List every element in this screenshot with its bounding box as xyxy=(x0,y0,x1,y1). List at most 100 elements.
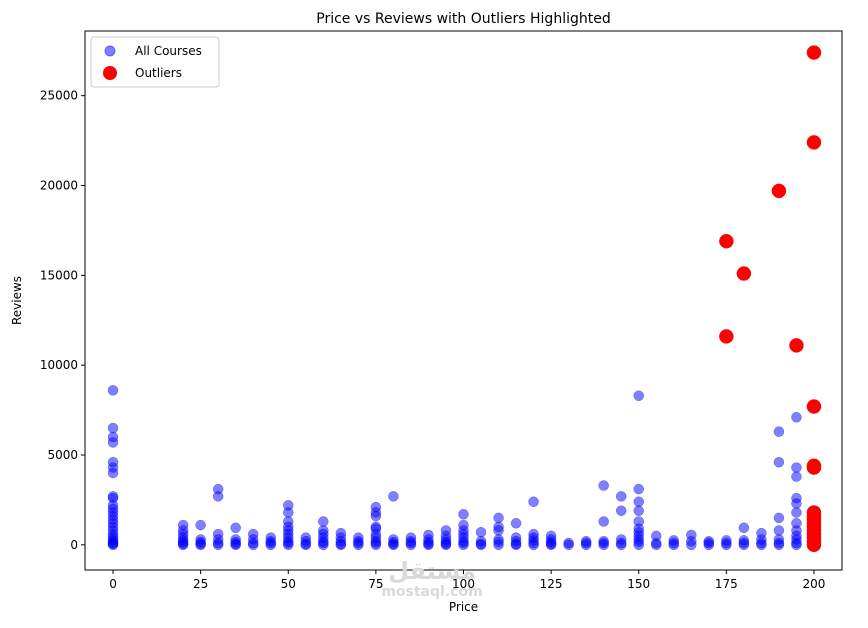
point-all-courses xyxy=(230,522,241,534)
point-all-courses xyxy=(212,539,224,551)
point-all-courses xyxy=(598,480,609,491)
point-all-courses xyxy=(791,507,802,518)
x-tick-label: 125 xyxy=(540,577,563,591)
point-all-courses xyxy=(195,519,206,531)
point-all-courses xyxy=(615,491,627,502)
point-all-courses xyxy=(107,422,119,434)
legend-marker-all-courses xyxy=(104,45,116,57)
x-tick-label: 25 xyxy=(193,577,208,591)
point-all-courses xyxy=(598,539,609,551)
legend-label-outliers: Outliers xyxy=(135,66,182,80)
point-all-courses xyxy=(195,539,206,551)
point-all-courses xyxy=(212,491,224,502)
point-outliers xyxy=(806,460,822,475)
point-all-courses xyxy=(265,539,276,551)
x-tick-label: 50 xyxy=(281,577,296,591)
point-all-courses xyxy=(423,539,434,551)
legend-marker-outliers xyxy=(103,66,117,80)
point-outliers xyxy=(806,135,822,150)
point-all-courses xyxy=(283,507,294,518)
point-all-courses xyxy=(107,385,119,396)
point-all-courses xyxy=(773,525,785,536)
point-outliers xyxy=(806,399,822,414)
point-all-courses xyxy=(545,539,557,551)
point-all-courses xyxy=(318,539,329,551)
y-axis-label: Reviews xyxy=(10,276,24,325)
point-all-courses xyxy=(791,471,802,482)
point-all-courses xyxy=(773,539,785,551)
point-all-courses xyxy=(773,512,785,524)
point-all-courses xyxy=(651,539,662,551)
point-all-courses xyxy=(493,512,504,524)
point-all-courses xyxy=(177,539,189,551)
point-all-courses xyxy=(335,539,347,551)
y-tick-label: 0 xyxy=(70,538,78,552)
point-all-courses xyxy=(475,539,487,551)
y-tick-label: 5000 xyxy=(47,448,78,462)
point-all-courses xyxy=(107,437,119,448)
point-all-courses xyxy=(615,539,627,551)
point-all-courses xyxy=(633,483,644,495)
point-all-courses xyxy=(598,516,609,527)
point-all-courses xyxy=(510,518,522,529)
point-all-courses xyxy=(318,516,329,527)
point-all-courses xyxy=(353,539,364,551)
point-all-courses xyxy=(405,539,417,551)
x-tick-label: 175 xyxy=(715,577,738,591)
x-tick-label: 75 xyxy=(368,577,383,591)
point-outliers xyxy=(806,537,822,553)
point-all-courses xyxy=(791,412,802,423)
legend: All Courses Outliers xyxy=(90,36,220,88)
point-all-courses xyxy=(388,539,399,551)
point-outliers xyxy=(719,329,734,344)
point-all-courses xyxy=(475,527,487,538)
point-outliers xyxy=(771,183,787,199)
legend-label-all-courses: All Courses xyxy=(135,44,202,58)
point-outliers xyxy=(789,338,804,353)
point-outliers xyxy=(736,266,752,281)
x-tick-label: 0 xyxy=(109,577,117,591)
point-all-courses xyxy=(791,462,802,473)
point-all-courses xyxy=(756,539,767,551)
point-outliers xyxy=(719,233,734,249)
point-all-courses xyxy=(283,539,294,551)
point-all-courses xyxy=(370,510,382,522)
point-all-courses xyxy=(528,539,539,551)
legend-box xyxy=(90,36,220,88)
point-all-courses xyxy=(388,491,399,502)
chart-title: Price vs Reviews with Outliers Highlight… xyxy=(316,11,610,27)
point-all-courses xyxy=(440,539,452,551)
y-tick-label: 15000 xyxy=(40,268,78,282)
point-all-courses xyxy=(458,539,469,551)
point-all-courses xyxy=(738,522,750,534)
x-tick-label: 150 xyxy=(627,577,650,591)
point-all-courses xyxy=(230,539,241,551)
point-all-courses xyxy=(686,539,697,551)
point-all-courses xyxy=(458,509,469,520)
point-all-courses xyxy=(107,539,119,551)
axes-layer: 0 25 50 75 100 125 150 175 200 0 5000 10000 15000 200… xyxy=(40,89,826,591)
point-all-courses xyxy=(580,539,592,551)
x-tick-label: 100 xyxy=(452,577,475,591)
point-all-courses xyxy=(107,467,119,479)
point-outliers xyxy=(806,45,822,60)
point-all-courses xyxy=(300,539,312,551)
point-all-courses xyxy=(721,539,732,551)
x-tick-label: 200 xyxy=(803,577,826,591)
point-all-courses xyxy=(528,496,539,507)
x-axis-label: Price xyxy=(449,600,478,614)
point-all-courses xyxy=(510,539,522,551)
y-tick-label: 25000 xyxy=(40,89,78,103)
point-all-courses xyxy=(563,539,574,551)
point-all-courses xyxy=(615,505,627,516)
point-all-courses xyxy=(633,505,644,516)
point-all-courses xyxy=(738,539,750,551)
point-all-courses xyxy=(493,525,504,536)
point-all-courses xyxy=(791,539,802,551)
point-all-courses xyxy=(493,539,504,551)
point-all-courses xyxy=(633,539,644,551)
point-all-courses xyxy=(633,496,644,507)
point-all-courses xyxy=(668,539,680,551)
